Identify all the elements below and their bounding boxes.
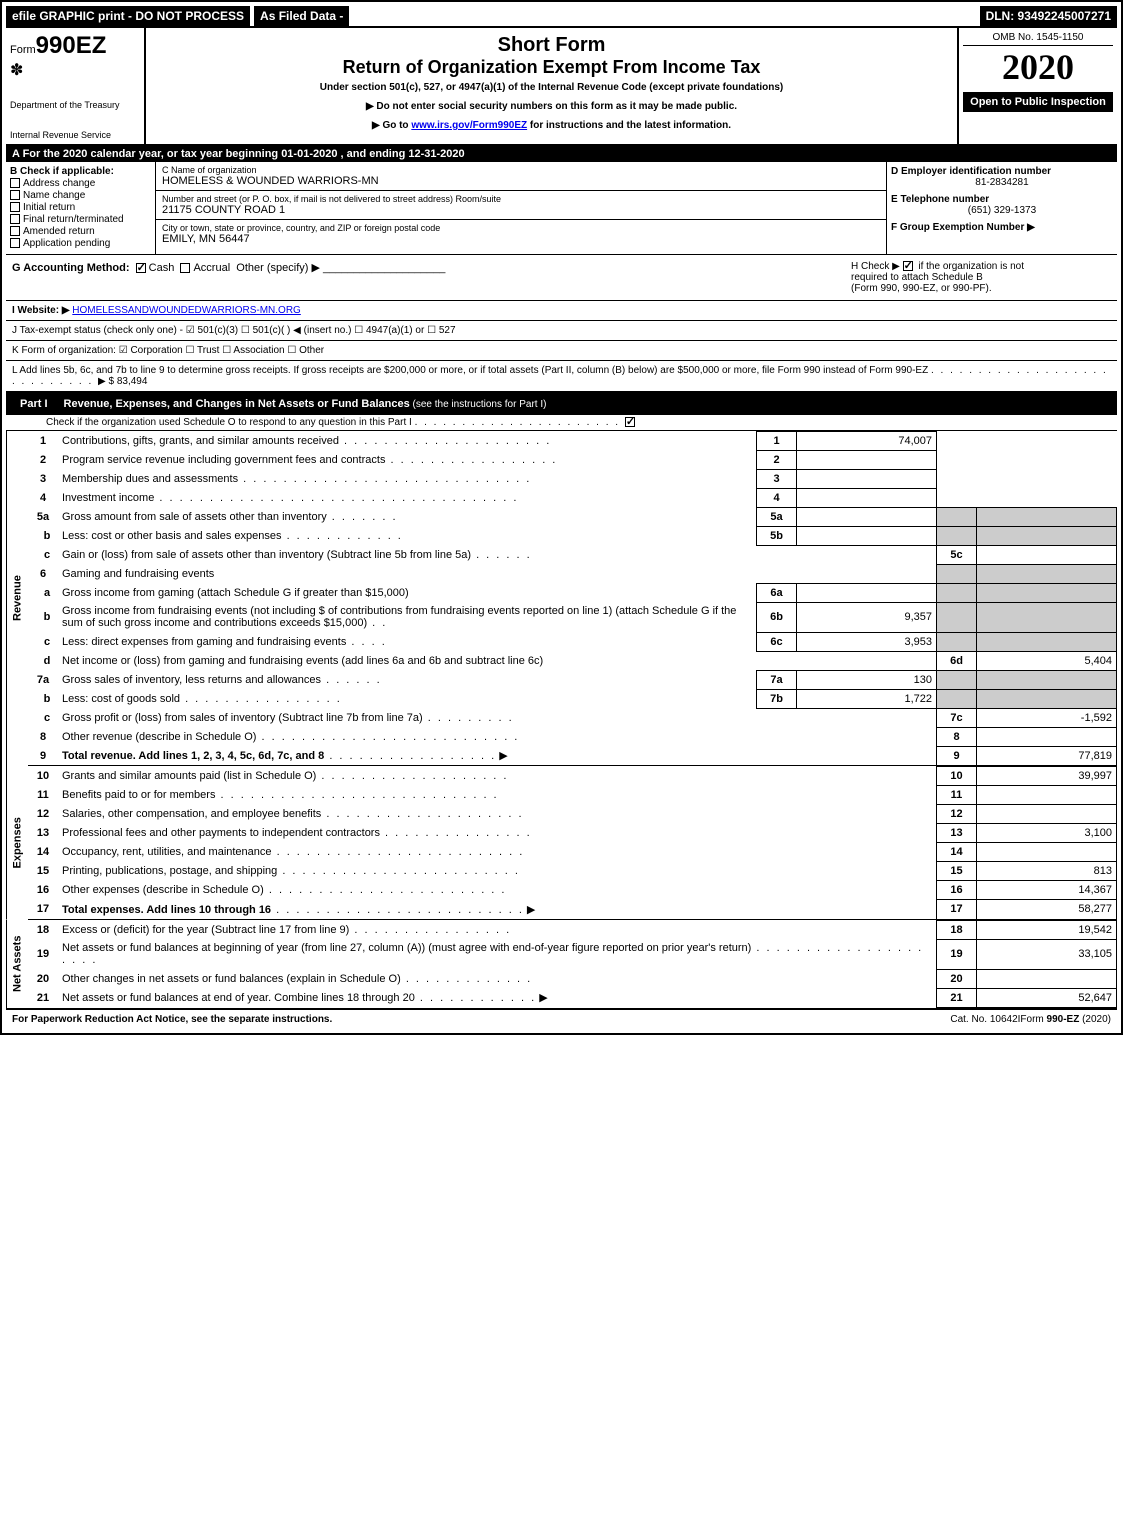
org-city-label: City or town, state or province, country…: [162, 223, 880, 233]
irs-link[interactable]: www.irs.gov/Form990EZ: [411, 120, 527, 131]
org-name-block: C Name of organization HOMELESS & WOUNDE…: [156, 162, 886, 191]
expenses-table: 10Grants and similar amounts paid (list …: [28, 766, 1117, 920]
under-section: Under section 501(c), 527, or 4947(a)(1)…: [152, 82, 951, 93]
phone-value: (651) 329-1373: [891, 205, 1113, 216]
part1-title: Revenue, Expenses, and Changes in Net As…: [64, 398, 410, 410]
part1-sub: Check if the organization used Schedule …: [6, 415, 1117, 431]
part1-desc: Revenue, Expenses, and Changes in Net As…: [64, 398, 547, 410]
return-title: Return of Organization Exempt From Incom…: [152, 57, 951, 78]
efile-label: efile GRAPHIC print - DO NOT PROCESS: [6, 6, 250, 26]
ssn-warning: ▶ Do not enter social security numbers o…: [152, 101, 951, 112]
section-bcd: B Check if applicable: Address change Na…: [6, 162, 1117, 255]
form-prefix: Form: [10, 44, 36, 56]
year-box: OMB No. 1545-1150 2020 Open to Public In…: [957, 28, 1117, 144]
chk-accrual: [180, 263, 190, 273]
top-bar: efile GRAPHIC print - DO NOT PROCESS As …: [6, 6, 1117, 28]
omb-number: OMB No. 1545-1150: [963, 32, 1113, 46]
org-city-value: EMILY, MN 56447: [162, 233, 880, 245]
ein-value: 81-2834281: [891, 177, 1113, 188]
header-row: Form990EZ ✽ Department of the Treasury I…: [6, 28, 1117, 146]
side-label-netassets: Net Assets: [6, 920, 28, 1008]
part1-header: Part I Revenue, Expenses, and Changes in…: [6, 393, 1117, 415]
chk-initial-return: Initial return: [10, 202, 151, 213]
chk-amended-return: Amended return: [10, 226, 151, 237]
short-form-title: Short Form: [152, 34, 951, 57]
row-k-org-type: K Form of organization: ☑ Corporation ☐ …: [6, 341, 1117, 361]
phone-block: E Telephone number (651) 329-1373: [891, 194, 1113, 216]
ein-label: D Employer identification number: [891, 166, 1113, 177]
side-label-revenue: Revenue: [6, 431, 28, 766]
website-label: I Website: ▶: [12, 305, 70, 316]
title-box: Short Form Return of Organization Exempt…: [146, 28, 957, 144]
chk-final-return: Final return/terminated: [10, 214, 151, 225]
chk-cash: [136, 263, 146, 273]
org-city-block: City or town, state or province, country…: [156, 220, 886, 248]
group-exemption-block: F Group Exemption Number ▶: [891, 222, 1113, 233]
row-l-gross-receipts: L Add lines 5b, 6c, and 7b to line 9 to …: [6, 361, 1117, 393]
org-addr-block: Number and street (or P. O. box, if mail…: [156, 191, 886, 220]
phone-label: E Telephone number: [891, 194, 1113, 205]
chk-schedule-o: [625, 417, 635, 427]
h-line3: (Form 990, 990-EZ, or 990-PF).: [851, 283, 1111, 294]
row-l-text: L Add lines 5b, 6c, and 7b to line 9 to …: [12, 365, 928, 376]
part1-paren: (see the instructions for Part I): [413, 399, 547, 410]
g-label: G Accounting Method:: [12, 262, 130, 274]
schedule-b-check: H Check ▶ if the organization is not req…: [851, 261, 1111, 294]
row-gh: G Accounting Method: Cash Accrual Other …: [6, 255, 1117, 301]
h-line2: required to attach Schedule B: [851, 272, 1111, 283]
footer-left: For Paperwork Reduction Act Notice, see …: [12, 1014, 950, 1025]
group-exemption-label: F Group Exemption Number ▶: [891, 222, 1113, 233]
goto-pre: ▶ Go to: [372, 120, 411, 131]
as-filed-label: As Filed Data -: [254, 6, 349, 26]
org-addr-value: 21175 COUNTY ROAD 1: [162, 204, 880, 216]
org-addr-label: Number and street (or P. O. box, if mail…: [162, 194, 880, 204]
netassets-table: 18Excess or (deficit) for the year (Subt…: [28, 920, 1117, 1008]
chk-address-change: Address change: [10, 178, 151, 189]
expenses-section: Expenses 10Grants and similar amounts pa…: [6, 766, 1117, 920]
tax-year: 2020: [963, 46, 1113, 88]
row-l-amount: ▶ $ 83,494: [98, 376, 147, 387]
row-i-website: I Website: ▶ HOMELESSANDWOUNDEDWARRIORS-…: [6, 301, 1117, 321]
org-name-value: HOMELESS & WOUNDED WARRIORS-MN: [162, 175, 880, 187]
ein-block: D Employer identification number 81-2834…: [891, 166, 1113, 188]
col-c-org-info: C Name of organization HOMELESS & WOUNDE…: [156, 162, 887, 254]
open-to-public: Open to Public Inspection: [963, 92, 1113, 112]
footer-mid: Cat. No. 10642I: [950, 1014, 1020, 1025]
part1-num: Part I: [12, 396, 56, 412]
goto-post: for instructions and the latest informat…: [527, 120, 731, 131]
irs-label: Internal Revenue Service: [10, 130, 140, 140]
netassets-section: Net Assets 18Excess or (deficit) for the…: [6, 920, 1117, 1008]
chk-name-change: Name change: [10, 190, 151, 201]
form-container: efile GRAPHIC print - DO NOT PROCESS As …: [0, 0, 1123, 1035]
col-b-checkboxes: B Check if applicable: Address change Na…: [6, 162, 156, 254]
dept-treasury: Department of the Treasury: [10, 100, 140, 110]
footer-right: Form 990-EZ (2020): [1020, 1014, 1111, 1025]
footer-row: For Paperwork Reduction Act Notice, see …: [6, 1008, 1117, 1029]
row-j-tax-status: J Tax-exempt status (check only one) - ☑…: [6, 321, 1117, 341]
website-link[interactable]: HOMELESSANDWOUNDEDWARRIORS-MN.ORG: [72, 305, 301, 316]
row-a-calendar-year: A For the 2020 calendar year, or tax yea…: [6, 146, 1117, 162]
chk-application-pending: Application pending: [10, 238, 151, 249]
revenue-section: Revenue 1Contributions, gifts, grants, a…: [6, 431, 1117, 766]
col-def: D Employer identification number 81-2834…: [887, 162, 1117, 254]
form-box: Form990EZ ✽ Department of the Treasury I…: [6, 28, 146, 144]
dln-label: DLN: 93492245007271: [980, 6, 1117, 26]
h-line1: H Check ▶ if the organization is not: [851, 261, 1111, 272]
org-name-label: C Name of organization: [162, 165, 880, 175]
accounting-method: G Accounting Method: Cash Accrual Other …: [12, 261, 851, 294]
revenue-table: 1Contributions, gifts, grants, and simil…: [28, 431, 1117, 766]
goto-line: ▶ Go to www.irs.gov/Form990EZ for instru…: [152, 120, 951, 131]
side-label-expenses: Expenses: [6, 766, 28, 920]
form-990-label: Form990EZ: [10, 32, 140, 60]
col-b-title: B Check if applicable:: [10, 166, 151, 177]
form-number: 990EZ: [36, 32, 107, 59]
